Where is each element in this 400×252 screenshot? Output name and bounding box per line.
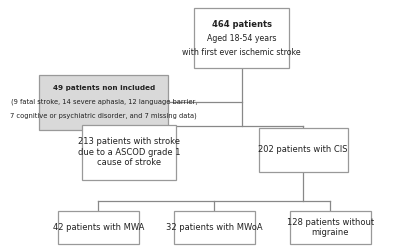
Text: 32 patients with MWoA: 32 patients with MWoA: [166, 223, 263, 232]
Text: 464 patients: 464 patients: [212, 20, 272, 29]
Text: 49 patients non included: 49 patients non included: [53, 85, 155, 91]
FancyBboxPatch shape: [40, 75, 168, 130]
Text: 128 patients without
migraine: 128 patients without migraine: [287, 218, 374, 237]
FancyBboxPatch shape: [82, 125, 176, 180]
Text: Aged 18-54 years: Aged 18-54 years: [207, 34, 276, 43]
FancyBboxPatch shape: [174, 211, 255, 244]
Text: with first ever ischemic stroke: with first ever ischemic stroke: [182, 48, 301, 56]
FancyBboxPatch shape: [259, 128, 348, 172]
Text: 7 cognitive or psychiatric disorder, and 7 missing data): 7 cognitive or psychiatric disorder, and…: [10, 113, 197, 119]
Text: (9 fatal stroke, 14 severe aphasia, 12 language barrier,: (9 fatal stroke, 14 severe aphasia, 12 l…: [11, 99, 197, 105]
FancyBboxPatch shape: [194, 8, 289, 68]
Text: 42 patients with MWA: 42 patients with MWA: [53, 223, 144, 232]
Text: 202 patients with CIS: 202 patients with CIS: [258, 145, 348, 154]
FancyBboxPatch shape: [290, 211, 371, 244]
Text: 213 patients with stroke
due to a ASCOD grade 1
cause of stroke: 213 patients with stroke due to a ASCOD …: [78, 137, 180, 167]
FancyBboxPatch shape: [58, 211, 139, 244]
